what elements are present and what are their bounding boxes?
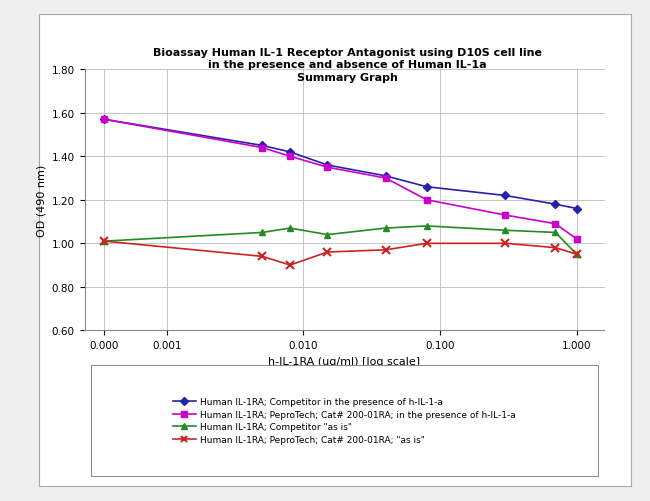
Human IL-1RA; PeproTech; Cat# 200-01RA; in the presence of h-IL-1-a	[324, 165, 332, 171]
Line: Human IL-1RA; PeproTech; Cat# 200-01RA; "as is": Human IL-1RA; PeproTech; Cat# 200-01RA; …	[100, 237, 581, 270]
Human IL-1RA; PeproTech; Cat# 200-01RA; "as is"	[258, 254, 266, 260]
Human IL-1RA; PeproTech; Cat# 200-01RA; in the presence of h-IL-1-a	[501, 212, 509, 218]
Human IL-1RA; PeproTech; Cat# 200-01RA; in the presence of h-IL-1-a	[258, 145, 266, 151]
Human IL-1RA; Competitor "as is"	[552, 230, 560, 236]
Human IL-1RA; PeproTech; Cat# 200-01RA; in the presence of h-IL-1-a	[286, 154, 294, 160]
Text: in the presence and absence of Human IL-1a: in the presence and absence of Human IL-…	[209, 60, 487, 70]
Human IL-1RA; Competitor "as is"	[286, 225, 294, 231]
Human IL-1RA; Competitor in the presence of h-IL-1-a	[423, 184, 431, 190]
Human IL-1RA; Competitor in the presence of h-IL-1-a	[552, 202, 560, 208]
Human IL-1RA; PeproTech; Cat# 200-01RA; "as is"	[501, 241, 509, 247]
Human IL-1RA; PeproTech; Cat# 200-01RA; in the presence of h-IL-1-a	[573, 236, 580, 242]
Human IL-1RA; PeproTech; Cat# 200-01RA; "as is"	[101, 238, 109, 244]
Human IL-1RA; PeproTech; Cat# 200-01RA; "as is"	[573, 252, 580, 258]
Human IL-1RA; Competitor "as is"	[101, 238, 109, 244]
Human IL-1RA; PeproTech; Cat# 200-01RA; in the presence of h-IL-1-a	[382, 176, 389, 182]
Human IL-1RA; Competitor "as is"	[501, 228, 509, 234]
Human IL-1RA; Competitor "as is"	[258, 230, 266, 236]
Human IL-1RA; Competitor "as is"	[573, 252, 580, 258]
Human IL-1RA; Competitor in the presence of h-IL-1-a	[101, 117, 109, 123]
Human IL-1RA; Competitor in the presence of h-IL-1-a	[286, 150, 294, 156]
Human IL-1RA; PeproTech; Cat# 200-01RA; in the presence of h-IL-1-a	[552, 221, 560, 227]
Line: Human IL-1RA; PeproTech; Cat# 200-01RA; in the presence of h-IL-1-a: Human IL-1RA; PeproTech; Cat# 200-01RA; …	[101, 117, 579, 242]
Human IL-1RA; Competitor in the presence of h-IL-1-a	[324, 163, 332, 169]
X-axis label: h-IL-1RA (ug/ml) [log scale]: h-IL-1RA (ug/ml) [log scale]	[268, 356, 421, 366]
Line: Human IL-1RA; Competitor in the presence of h-IL-1-a: Human IL-1RA; Competitor in the presence…	[101, 117, 579, 212]
Legend: Human IL-1RA; Competitor in the presence of h-IL-1-a, Human IL-1RA; PeproTech; C: Human IL-1RA; Competitor in the presence…	[168, 393, 521, 449]
Text: Bioassay Human IL-1 Receptor Antagonist using D10S cell line: Bioassay Human IL-1 Receptor Antagonist …	[153, 48, 542, 58]
Human IL-1RA; Competitor "as is"	[324, 232, 332, 238]
Line: Human IL-1RA; Competitor "as is": Human IL-1RA; Competitor "as is"	[101, 223, 580, 258]
Text: Summary Graph: Summary Graph	[297, 73, 398, 83]
Human IL-1RA; Competitor in the presence of h-IL-1-a	[382, 173, 389, 179]
Human IL-1RA; PeproTech; Cat# 200-01RA; "as is"	[552, 245, 560, 251]
Human IL-1RA; Competitor "as is"	[382, 225, 389, 231]
Human IL-1RA; PeproTech; Cat# 200-01RA; in the presence of h-IL-1-a	[101, 117, 109, 123]
Human IL-1RA; Competitor in the presence of h-IL-1-a	[573, 206, 580, 212]
Human IL-1RA; PeproTech; Cat# 200-01RA; "as is"	[286, 263, 294, 269]
Human IL-1RA; Competitor in the presence of h-IL-1-a	[501, 193, 509, 199]
Human IL-1RA; PeproTech; Cat# 200-01RA; in the presence of h-IL-1-a	[423, 197, 431, 203]
Human IL-1RA; PeproTech; Cat# 200-01RA; "as is"	[324, 249, 332, 256]
Human IL-1RA; PeproTech; Cat# 200-01RA; "as is"	[382, 247, 389, 254]
Y-axis label: OD (490 nm): OD (490 nm)	[36, 164, 46, 236]
Human IL-1RA; PeproTech; Cat# 200-01RA; "as is"	[423, 241, 431, 247]
Human IL-1RA; Competitor "as is"	[423, 223, 431, 229]
Human IL-1RA; Competitor in the presence of h-IL-1-a	[258, 143, 266, 149]
